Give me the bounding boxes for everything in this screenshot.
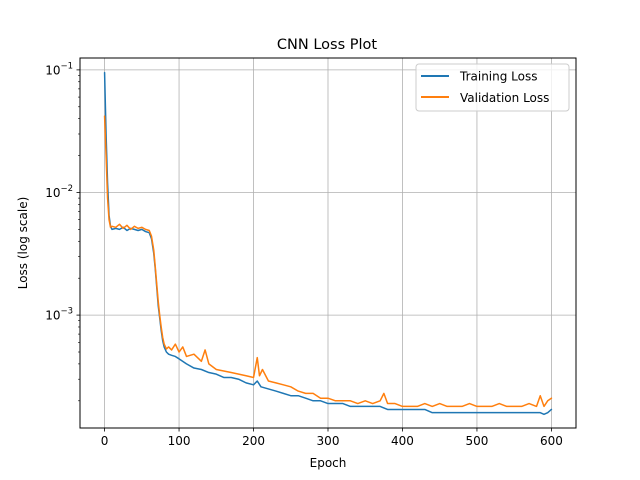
y-tick-label: 10−3: [45, 307, 73, 323]
grid-layer: [80, 58, 576, 428]
chart-title: CNN Loss Plot: [277, 37, 377, 53]
legend: Training Loss Validation Loss: [415, 63, 570, 112]
legend-label-validation: Validation Loss: [460, 91, 549, 105]
training-loss-line: [103, 71, 553, 416]
legend-box: [415, 63, 570, 112]
x-tick-label: 200: [242, 434, 265, 448]
legend-label-training: Training Loss: [459, 70, 537, 84]
x-tick-label: 300: [317, 434, 340, 448]
x-tick-label: 400: [391, 434, 414, 448]
x-axis-label: Epoch: [310, 456, 347, 470]
x-tick-label: 0: [101, 434, 109, 448]
y-tick-label: 10−1: [45, 61, 73, 77]
series-layer: [103, 71, 553, 416]
x-tick-label: 600: [540, 434, 563, 448]
x-tick-label: 500: [465, 434, 488, 448]
tick-layer: 0 100 200 300 400 500 600 10−3 10−2 10−1: [45, 61, 563, 448]
validation-loss-line: [103, 115, 553, 408]
x-tick-label: 100: [168, 434, 191, 448]
y-tick-label: 10−2: [45, 184, 73, 200]
y-axis-label: Loss (log scale): [16, 197, 30, 290]
